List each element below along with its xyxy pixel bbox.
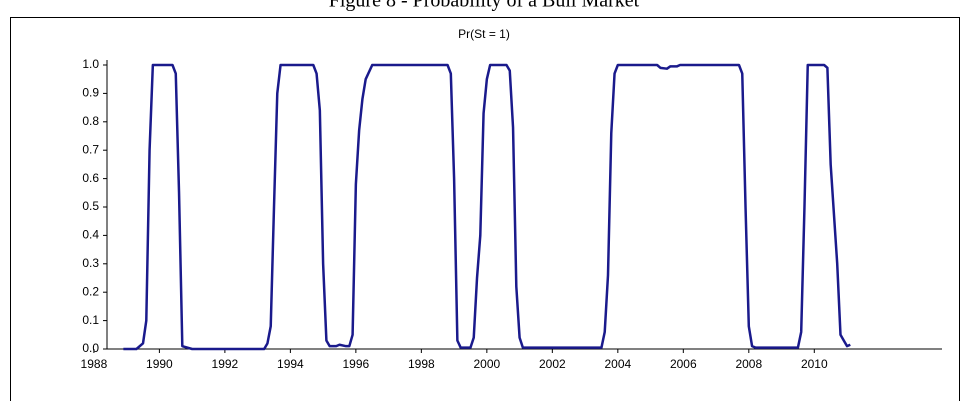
y-tick-label: 0.8 xyxy=(82,114,99,128)
x-tick-label: 1994 xyxy=(277,357,304,371)
x-tick-label: 1988 xyxy=(81,357,108,371)
x-tick-label: 1996 xyxy=(343,357,370,371)
x-tick-label: 2010 xyxy=(801,357,828,371)
x-tick-label: 2002 xyxy=(539,357,566,371)
x-tick-label: 2008 xyxy=(735,357,762,371)
y-tick-label: 0.5 xyxy=(82,199,99,213)
x-tick-label: 1990 xyxy=(146,357,173,371)
chart-title: Figure 8 - Probability of a Bull Market xyxy=(329,0,640,12)
y-tick-label: 0.9 xyxy=(82,86,99,100)
data-line xyxy=(123,63,851,351)
x-tick-label: 1998 xyxy=(408,357,435,371)
y-tick-label: 0.6 xyxy=(82,171,99,185)
y-tick-label: 0.2 xyxy=(82,284,99,298)
y-tick-label: 0.3 xyxy=(82,256,99,270)
chart-frame xyxy=(10,17,960,401)
y-tick-label: 0.0 xyxy=(82,341,99,355)
x-tick-label: 2004 xyxy=(604,357,631,371)
y-tick-label: 0.1 xyxy=(82,313,99,327)
x-tick-label: 2006 xyxy=(670,357,697,371)
y-tick-label: 1.0 xyxy=(82,57,99,71)
chart-subtitle: Pr(St = 1) xyxy=(458,27,510,41)
x-tick-label: 1992 xyxy=(212,357,239,371)
y-tick-label: 0.4 xyxy=(82,228,99,242)
y-tick-label: 0.7 xyxy=(82,142,99,156)
x-tick-label: 2000 xyxy=(473,357,500,371)
